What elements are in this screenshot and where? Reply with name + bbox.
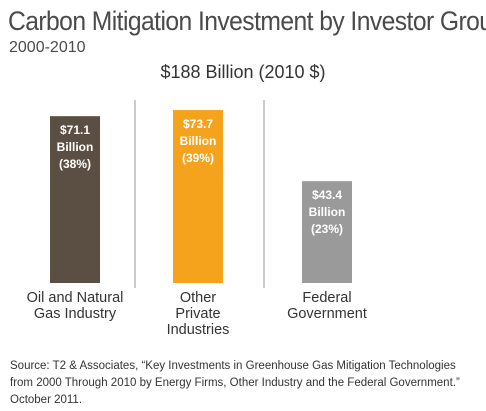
category-label: Oil and Natural	[27, 290, 124, 306]
source-line: from 2000 Through 2010 by Energy Firms, …	[10, 377, 460, 389]
category-label: Private	[175, 306, 220, 322]
category-label: Industries	[167, 322, 230, 338]
bar	[50, 116, 100, 283]
bar	[173, 110, 223, 284]
bar-value-label: $73.7	[183, 117, 213, 131]
bar-value-label: (39%)	[182, 151, 214, 165]
bar-value-label: $43.4	[312, 188, 342, 202]
chart-subtitle: 2000-2010	[9, 39, 86, 56]
category-label: Government	[287, 306, 367, 322]
bar-value-label: Billion	[309, 205, 346, 219]
bar-value-label: (23%)	[311, 222, 343, 236]
bar-value-label: Billion	[180, 134, 217, 148]
chart-title: Carbon Mitigation Investment by Investor…	[8, 6, 486, 36]
category-label: Federal	[302, 290, 351, 306]
source-line: Source: T2 & Associates, “Key Investment…	[10, 360, 456, 372]
bar-value-label: $71.1	[60, 123, 90, 137]
source-line: October 2011.	[10, 394, 83, 406]
bar-value-label: (38%)	[59, 157, 91, 171]
source-note: Source: T2 & Associates, “Key Investment…	[10, 358, 480, 409]
total-label: $188 Billion (2010 $)	[160, 62, 326, 82]
bar	[302, 181, 352, 283]
category-label: Gas Industry	[34, 306, 117, 322]
bar-value-label: Billion	[57, 140, 94, 154]
category-label: Other	[180, 290, 216, 306]
